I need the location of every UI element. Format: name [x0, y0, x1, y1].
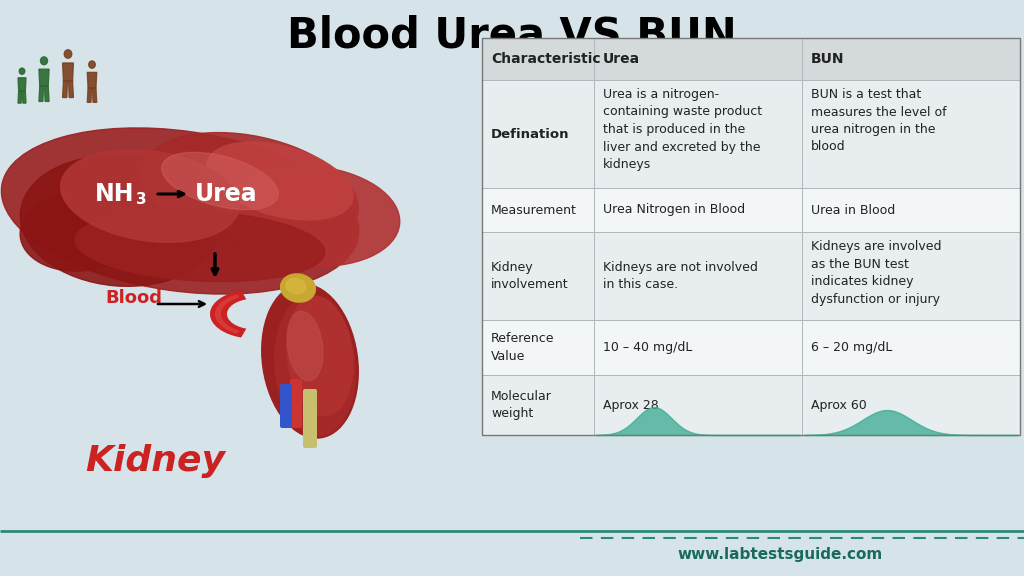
Ellipse shape — [540, 213, 560, 235]
Polygon shape — [210, 290, 247, 338]
Text: 10 – 40 mg/dL: 10 – 40 mg/dL — [603, 341, 692, 354]
Ellipse shape — [19, 68, 25, 74]
Polygon shape — [536, 296, 549, 340]
Polygon shape — [215, 294, 240, 334]
FancyBboxPatch shape — [290, 379, 302, 428]
Ellipse shape — [262, 284, 358, 438]
Polygon shape — [579, 316, 589, 352]
Polygon shape — [552, 296, 564, 340]
Polygon shape — [62, 63, 74, 81]
Polygon shape — [62, 81, 68, 97]
Ellipse shape — [274, 296, 355, 436]
Polygon shape — [87, 73, 96, 88]
Bar — [802, 232, 1020, 320]
Text: Urea: Urea — [195, 182, 258, 206]
Polygon shape — [69, 81, 74, 97]
Polygon shape — [45, 86, 49, 101]
FancyBboxPatch shape — [303, 389, 317, 448]
Text: www.labtestsguide.com: www.labtestsguide.com — [677, 547, 883, 562]
Bar — [594, 80, 802, 188]
Text: Reference
Value: Reference Value — [490, 332, 555, 363]
FancyBboxPatch shape — [280, 384, 292, 428]
Ellipse shape — [41, 57, 47, 65]
Bar — [802, 188, 1020, 232]
Bar — [802, 320, 1020, 375]
Bar — [802, 38, 1020, 80]
Bar — [482, 232, 594, 320]
Ellipse shape — [1, 128, 358, 294]
Ellipse shape — [582, 248, 598, 267]
Polygon shape — [536, 248, 564, 296]
Polygon shape — [39, 86, 43, 101]
Text: 3: 3 — [136, 192, 146, 207]
Ellipse shape — [207, 142, 353, 220]
Ellipse shape — [75, 210, 325, 282]
Text: Urea: Urea — [603, 52, 640, 66]
Text: BUN is a test that
measures the level of
urea nitrogen in the
blood: BUN is a test that measures the level of… — [811, 88, 946, 153]
Text: Urea is a nitrogen-
containing waste product
that is produced in the
liver and e: Urea is a nitrogen- containing waste pro… — [603, 88, 762, 171]
Bar — [594, 232, 802, 320]
Bar — [594, 38, 802, 80]
Ellipse shape — [65, 50, 72, 58]
Polygon shape — [18, 78, 26, 91]
Bar — [482, 80, 594, 188]
Text: Blood: Blood — [105, 289, 162, 307]
Bar — [802, 375, 1020, 435]
Ellipse shape — [287, 296, 353, 416]
Text: Aprox 60: Aprox 60 — [811, 399, 866, 411]
Text: Kidney
involvement: Kidney involvement — [490, 261, 568, 291]
Bar — [482, 320, 594, 375]
Text: 6 – 20 mg/dL: 6 – 20 mg/dL — [811, 341, 892, 354]
Text: Measurement: Measurement — [490, 203, 577, 217]
Polygon shape — [92, 88, 96, 103]
Bar — [482, 38, 594, 80]
Ellipse shape — [286, 278, 306, 294]
Ellipse shape — [20, 156, 220, 286]
Ellipse shape — [162, 152, 279, 210]
Text: Kidneys are involved
as the BUN test
indicates kidney
dysfunction or injury: Kidneys are involved as the BUN test ind… — [811, 240, 941, 305]
Ellipse shape — [20, 191, 140, 271]
Text: Defination: Defination — [490, 127, 569, 141]
Bar — [594, 188, 802, 232]
Bar — [594, 375, 802, 435]
Text: Kidneys are not involved
in this case.: Kidneys are not involved in this case. — [603, 261, 758, 291]
Text: Urea Nitrogen in Blood: Urea Nitrogen in Blood — [603, 203, 745, 217]
Bar — [482, 38, 1020, 435]
Bar — [594, 320, 802, 375]
Text: Molecular
weight: Molecular weight — [490, 390, 552, 420]
Ellipse shape — [287, 311, 323, 381]
Polygon shape — [23, 91, 26, 103]
Ellipse shape — [60, 150, 240, 242]
Text: BUN: BUN — [811, 52, 845, 66]
Bar — [482, 375, 594, 435]
Bar — [802, 80, 1020, 188]
Bar — [482, 188, 594, 232]
Ellipse shape — [89, 61, 95, 68]
Polygon shape — [18, 91, 22, 103]
Polygon shape — [87, 88, 91, 103]
Ellipse shape — [220, 165, 399, 267]
Text: Urea in Blood: Urea in Blood — [811, 203, 895, 217]
Text: Aprox 28: Aprox 28 — [603, 399, 658, 411]
Polygon shape — [591, 316, 602, 352]
Ellipse shape — [141, 132, 358, 249]
Text: NH: NH — [95, 182, 134, 206]
Text: Kidney: Kidney — [85, 444, 225, 478]
Text: Characteristic: Characteristic — [490, 52, 601, 66]
Polygon shape — [39, 69, 49, 86]
Text: Blood Urea VS BUN: Blood Urea VS BUN — [287, 14, 737, 56]
Ellipse shape — [281, 274, 315, 302]
Polygon shape — [579, 277, 602, 316]
